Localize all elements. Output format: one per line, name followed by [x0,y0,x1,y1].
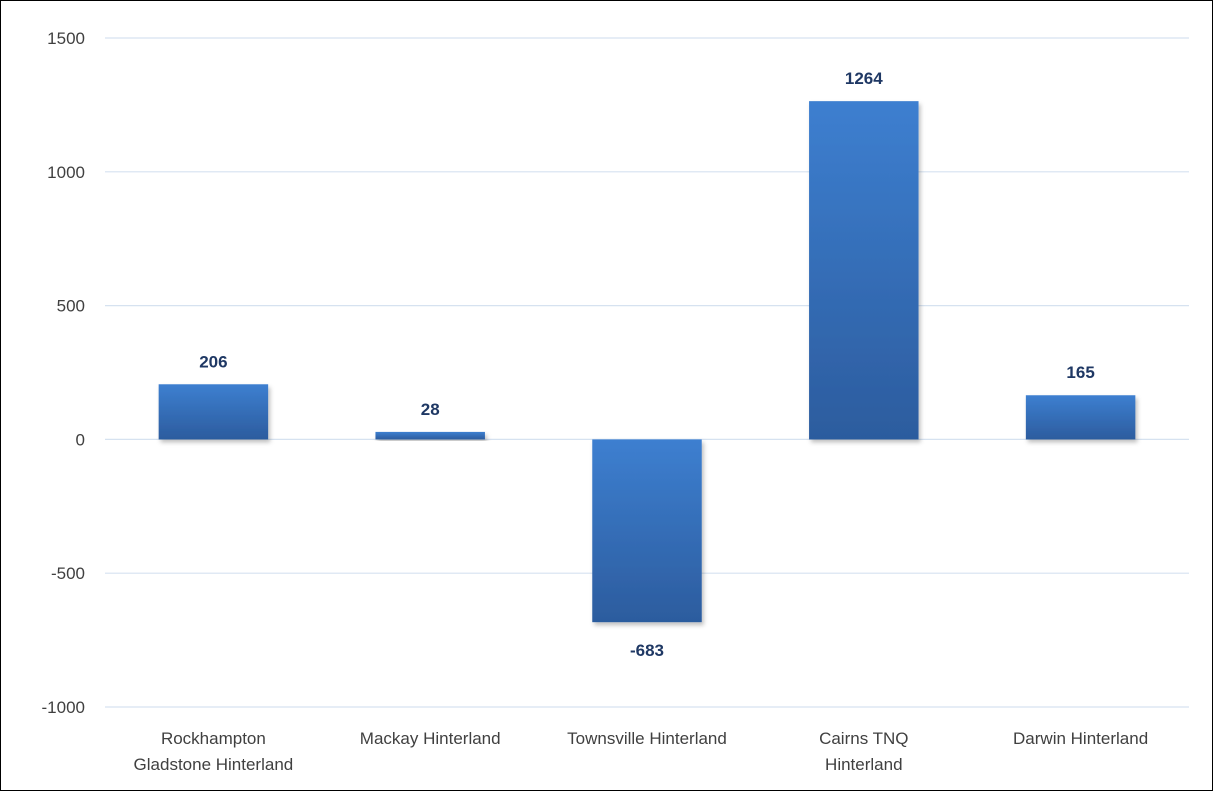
bar [1025,395,1136,440]
x-tick-label: Townsville Hinterland [567,729,727,748]
x-tick-label: Hinterland [825,755,903,774]
x-axis-category-labels: Rockhampton Gladstone Hinterland Mackay Hi… [134,729,1149,774]
x-tick-label: Gladstone Hinterland [134,755,294,774]
x-tick-label: Darwin Hinterland [1013,729,1148,748]
y-tick-label: -500 [51,564,85,583]
data-labels: 206 28 -683 1264 165 [199,69,1095,660]
bar [809,101,919,440]
x-tick-label: Cairns TNQ [819,729,908,748]
y-tick-label: 1000 [47,163,85,182]
x-tick-label: Rockhampton [161,729,266,748]
data-label: 28 [421,400,440,419]
data-label: 1264 [845,69,883,88]
x-tick-label: Mackay Hinterland [360,729,501,748]
y-tick-label: -1000 [42,698,85,717]
data-label: 165 [1066,363,1094,382]
y-tick-label: 0 [76,430,85,449]
y-tick-label: 500 [57,297,85,316]
y-tick-label: 1500 [47,29,85,48]
data-label: -683 [630,641,664,660]
bar [375,431,485,440]
data-label: 206 [199,352,227,371]
y-axis-tick-labels: 1500 1000 500 0 -500 -1000 [42,29,85,717]
bars [158,101,1136,623]
bar [158,384,269,440]
bar [592,439,702,623]
